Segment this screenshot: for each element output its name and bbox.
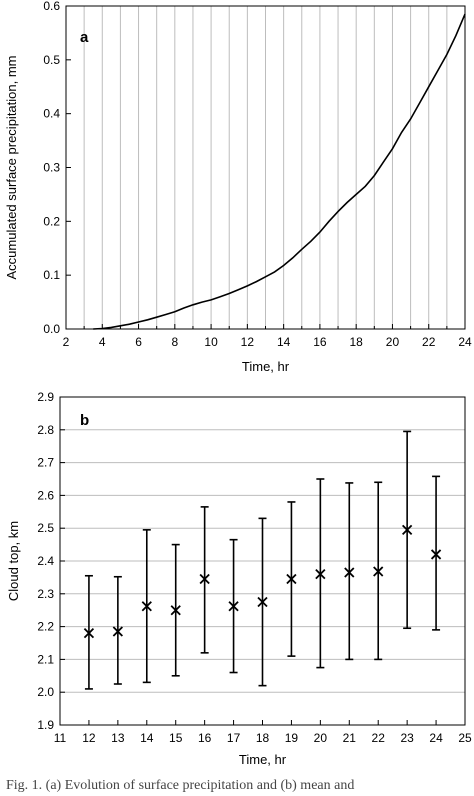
panel-b-x-ticks: 11 12 13 14 15 16 17 18 19 20 21 22 23 24 25 [54,720,472,745]
cloud-top-point [112,575,123,685]
x-marker-stroke [373,566,384,577]
panel-a-x-tick-label: 18 [350,335,364,349]
panel-a-y-tick-label: 0.6 [43,0,60,13]
panel-a-y-tick-label: 0.5 [43,53,60,67]
panel-a-label: a [80,29,89,46]
panel-a-x-tick-label: 4 [99,335,106,349]
panel-b-x-tick-label: 14 [140,731,154,745]
precipitation-series-line [93,13,466,330]
cloud-top-point [257,517,268,687]
panel-b-y-tick-label: 1.9 [37,718,54,732]
panel-a-x-tick-label: 14 [277,335,291,349]
x-marker-stroke [228,601,239,612]
panel-a-y-tick-label: 0.4 [43,107,60,121]
panel-b-x-tick-label: 21 [343,731,357,745]
panel-a-x-tick-label: 10 [204,335,218,349]
panel-b-x-tick-label: 16 [198,731,212,745]
panel-b-y-tick-label: 2.9 [37,390,54,404]
panel-b-y-tick-label: 2.2 [37,620,54,634]
panel-b-y-tick-label: 2.5 [37,521,54,535]
panel-a-y-ticks: 0.0 0.1 0.2 0.3 0.4 0.5 0.6 [43,0,71,336]
panel-a-x-ticks: 2 4 6 8 10 12 14 16 18 20 22 24 [63,324,472,349]
panel-b-y-tick-label: 2.0 [37,685,54,699]
panel-b-data-marks [83,430,442,690]
panel-a-precipitation-chart: 2 4 6 8 10 12 14 16 18 20 22 24 0.00.10.20.30.40.50… [4,0,472,374]
x-marker-stroke [286,573,297,585]
panel-b-y-tick-label: 2.3 [37,587,54,601]
panel-a-x-axis-title: Time, hr [242,359,290,374]
x-marker-stroke [141,601,152,612]
panel-b-x-tick-label: 25 [458,731,472,745]
panel-b-y-ticks: 1.9 2.0 2.1 2.2 2.3 2.4 2.5 2.6 2.7 2.8 2.9 [37,390,65,732]
cloud-top-point [170,543,181,677]
cloud-top-point [141,529,152,684]
panel-a-x-tick-label: 8 [171,335,178,349]
cloud-top-point [430,475,442,631]
panel-b-label: b [80,412,89,429]
panel-b-x-tick-label: 13 [111,731,125,745]
panel-b-x-tick-label: 20 [314,731,328,745]
panel-a-y-tick-label: 0.3 [43,161,60,175]
x-marker-stroke [430,549,442,560]
cloud-top-point [373,481,384,661]
panel-a-x-tick-label: 2 [63,335,70,349]
panel-a-x-tick-label: 24 [458,335,472,349]
panel-b-x-tick-label: 17 [227,731,241,745]
panel-b-x-tick-label: 19 [285,731,299,745]
panel-b-x-axis-title: Time, hr [239,752,287,767]
panel-b-cloud-top-chart: 11 12 13 14 15 16 17 18 19 20 21 22 23 24 25 1.9 2.0 2.1… [6,390,472,767]
panel-a-x-tick-label: 6 [135,335,142,349]
panel-b-y-tick-label: 2.6 [37,488,54,502]
panel-b-y-axis-title: Cloud top, km [6,521,21,601]
cloud-top-point [286,501,297,657]
panel-b-x-tick-label: 22 [372,731,386,745]
x-marker-stroke [199,573,210,585]
x-marker-stroke [344,567,355,578]
panel-b-x-tick-label: 18 [256,731,270,745]
panel-a-x-tick-label: 20 [386,335,400,349]
panel-a-x-tick-label: 22 [422,335,436,349]
cloud-top-point [199,506,210,654]
panel-a-y-tick-label: 0.1 [43,268,60,282]
cloud-top-point [228,538,239,674]
figure-caption: Fig. 1. (a) Evolution of surface precipi… [6,778,355,793]
panel-b-x-tick-label: 11 [54,731,67,745]
panel-b-y-tick-label: 2.7 [37,456,54,470]
panel-b-x-tick-label: 24 [429,731,443,745]
x-marker-stroke [170,605,181,616]
panel-a-x-tick-label: 16 [313,335,327,349]
cloud-top-point [315,478,326,669]
panel-b-y-tick-label: 2.8 [37,423,54,437]
panel-a-y-tick-label: 0.2 [43,214,60,228]
cloud-top-point [402,430,413,630]
panel-b-y-tick-label: 2.4 [37,554,54,568]
cloud-top-point [83,574,95,690]
x-marker-stroke [83,628,95,639]
panel-b-y-tick-label: 2.1 [37,652,54,666]
x-marker-stroke [402,524,413,535]
cloud-top-point [344,482,355,661]
panel-a-grid [83,6,448,329]
panel-b-x-tick-label: 23 [400,731,414,745]
panel-b-x-tick-label: 12 [82,731,96,745]
panel-a-x-tick-label: 12 [241,335,255,349]
panel-b-x-tick-label: 15 [169,731,183,745]
panel-a-y-axis-title: Accumulated surface precipitation, mm [4,56,19,280]
x-marker-stroke [112,626,123,637]
x-marker-stroke [257,596,268,608]
x-marker-stroke [315,568,326,580]
panel-a-y-tick-label: 0.0 [43,322,60,336]
